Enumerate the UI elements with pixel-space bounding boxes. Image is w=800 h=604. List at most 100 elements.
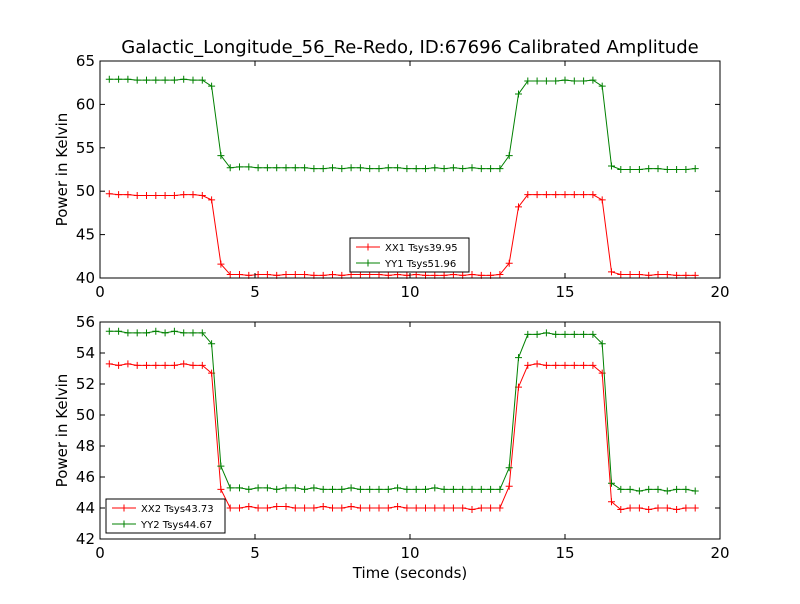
- data-point: [496, 504, 504, 512]
- data-point: [663, 271, 671, 279]
- bottom-plot: 0 5 10 15 20 42 44 46 48 50 52 54 56 Power in Kelvin X…: [53, 313, 730, 562]
- data-point: [505, 482, 513, 490]
- data-point: [282, 484, 290, 492]
- data-point: [161, 361, 169, 369]
- data-point: [468, 164, 476, 172]
- data-point: [598, 196, 606, 204]
- data-point: [561, 191, 569, 199]
- data-point: [217, 462, 225, 470]
- y-tick-label: 56: [76, 313, 95, 331]
- data-point: [115, 191, 123, 199]
- x-tick-label: 15: [555, 544, 574, 562]
- y-tick-label: 45: [76, 226, 95, 244]
- data-point: [515, 354, 522, 362]
- data-point: [691, 487, 699, 495]
- data-point: [654, 504, 662, 512]
- data-point: [691, 504, 699, 512]
- data-point: [245, 163, 253, 171]
- data-point: [422, 504, 429, 512]
- data-point: [208, 340, 216, 348]
- data-point: [663, 166, 671, 173]
- series-line-1: [109, 193, 696, 276]
- data-point: [263, 271, 271, 279]
- x-tick-label: 15: [555, 283, 574, 301]
- data-point: [189, 329, 197, 337]
- data-point: [273, 485, 281, 493]
- x-tick-label: 5: [250, 544, 260, 562]
- data-point: [440, 504, 448, 512]
- y-tick-label: 50: [76, 406, 95, 424]
- x-tick-label: 10: [400, 544, 419, 562]
- data-point: [580, 191, 588, 199]
- data-point: [608, 479, 615, 487]
- y-tick-label: 50: [76, 182, 95, 200]
- data-point: [570, 330, 578, 338]
- data-point: [124, 191, 132, 199]
- data-point: [263, 164, 271, 172]
- data-point: [403, 165, 411, 173]
- data-point: [440, 485, 448, 493]
- data-point: [412, 485, 420, 493]
- data-point: [691, 165, 699, 173]
- data-point: [338, 485, 346, 493]
- data-point: [384, 164, 392, 172]
- data-point: [570, 191, 578, 199]
- data-point: [533, 77, 541, 85]
- data-point: [338, 504, 346, 512]
- data-point: [403, 485, 411, 493]
- data-point: [189, 361, 197, 369]
- data-point: [143, 76, 150, 84]
- data-point: [477, 165, 485, 173]
- x-tick-label: 10: [400, 283, 419, 301]
- data-point: [635, 166, 643, 173]
- data-point: [412, 165, 420, 173]
- data-point: [505, 259, 513, 267]
- data-point: [226, 271, 234, 279]
- data-point: [254, 504, 262, 512]
- data-point: [635, 504, 643, 512]
- legend-marker: [364, 243, 372, 251]
- data-point: [533, 191, 541, 199]
- legend: XX1 Tsys39.95 YY1 Tsys51.96: [349, 237, 470, 273]
- data-point: [617, 271, 625, 279]
- data-point: [105, 190, 113, 198]
- data-point: [143, 361, 150, 369]
- data-point: [301, 271, 309, 279]
- data-point: [152, 192, 160, 200]
- data-point: [552, 330, 560, 338]
- data-point: [319, 485, 327, 493]
- data-point: [477, 485, 485, 493]
- data-point: [170, 361, 178, 369]
- data-point: [366, 504, 374, 512]
- data-point: [608, 268, 615, 276]
- data-point: [273, 502, 281, 510]
- data-point: [198, 361, 206, 369]
- data-point: [254, 271, 262, 279]
- legend-marker: [120, 504, 128, 512]
- y-tick-label: 46: [76, 468, 95, 486]
- data-point: [394, 502, 402, 510]
- data-point: [635, 487, 643, 495]
- data-point: [608, 498, 615, 506]
- data-point: [673, 166, 681, 173]
- data-point: [515, 90, 522, 98]
- data-point: [301, 504, 309, 512]
- data-point: [673, 485, 681, 493]
- data-point: [170, 192, 178, 200]
- data-point: [226, 164, 234, 172]
- data-point: [449, 164, 457, 172]
- data-point: [468, 506, 476, 514]
- data-point: [208, 82, 216, 90]
- data-point: [598, 340, 606, 348]
- data-point: [319, 502, 327, 510]
- data-point: [635, 271, 643, 279]
- data-point: [496, 165, 504, 173]
- data-point: [654, 165, 662, 173]
- x-tick-label: 5: [250, 283, 260, 301]
- data-point: [366, 165, 374, 173]
- data-point: [198, 329, 206, 337]
- data-point: [431, 504, 439, 512]
- data-point: [375, 165, 383, 173]
- data-point: [180, 360, 188, 368]
- data-point: [254, 484, 262, 492]
